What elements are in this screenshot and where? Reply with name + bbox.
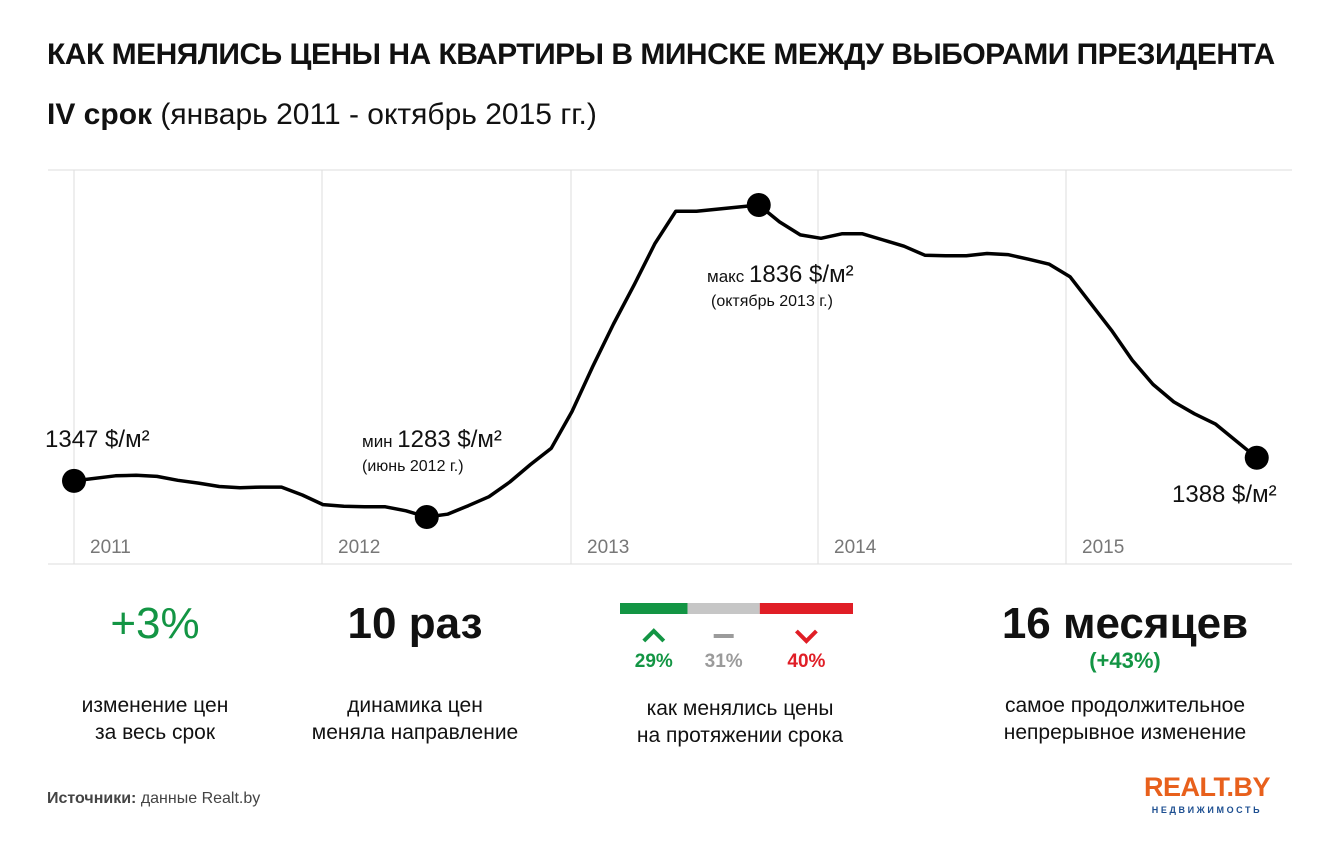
arrow-down-icon	[794, 629, 818, 644]
stat-longest-change-label: самое продолжительное непрерывное измене…	[970, 692, 1280, 746]
annotation-note: (июнь 2012 г.)	[362, 458, 464, 475]
subtitle-period: (январь 2011 - октябрь 2015 гг.)	[160, 98, 597, 131]
direction-breakdown-graphic: 29% 31% 40%	[620, 603, 853, 672]
stat-total-change-line1: изменение цен	[81, 694, 229, 717]
stat-longest-change-value: 16 месяцев	[1001, 599, 1249, 648]
stat-longest-change-percent: (+43%)	[1089, 648, 1161, 673]
x-tick-label: 2013	[587, 537, 629, 558]
source-label: Источники:	[47, 790, 137, 807]
point-annotation: 1347 $/м²	[45, 426, 150, 453]
stat-direction-label: как менялись цены на протяжении срока	[600, 695, 880, 749]
stat-longest-change: 16 месяцев (+43%) самое продолжительное …	[970, 600, 1280, 746]
annotation-prefix: мин	[362, 432, 397, 451]
price-series-line	[72, 203, 1259, 519]
subtitle-term: IV срок	[47, 98, 153, 131]
x-tick-label: 2011	[90, 537, 131, 558]
annotation-value: 1836 $/м²	[749, 261, 854, 288]
stat-reversals-line2: меняла направление	[311, 721, 519, 744]
stat-reversals: 10 раз динамика цен меняла направление	[280, 600, 550, 746]
key-point-marker	[414, 505, 439, 529]
key-point-marker	[1244, 445, 1269, 470]
breakdown-bar-up	[620, 603, 688, 614]
stat-longest-change-line2: непрерывное изменение	[1003, 721, 1247, 744]
page-subtitle: IV срок (январь 2011 - октябрь 2015 гг.)	[47, 98, 597, 132]
breakdown-up-label: 29%	[635, 651, 673, 672]
stat-direction-breakdown: 29% 31% 40% как менялись цены на протяже…	[600, 600, 880, 749]
breakdown-bar-down	[759, 603, 853, 614]
point-annotation: мин 1283 $/м²	[362, 426, 502, 453]
x-tick-label: 2012	[338, 537, 380, 558]
source-text: данные Realt.by	[140, 790, 261, 807]
annotation-value: 1388 $/м²	[1172, 481, 1277, 508]
stat-reversals-value: 10 раз	[347, 599, 483, 648]
breakdown-bar-flat	[687, 603, 760, 614]
key-point-marker	[62, 468, 86, 493]
stat-total-change-label: изменение цен за весь срок	[40, 692, 270, 746]
stat-reversals-label: динамика цен меняла направление	[280, 692, 550, 746]
logo-sub-text: НЕДВИЖИМОСТЬ	[1151, 805, 1263, 815]
point-annotation: 1388 $/м²	[1172, 481, 1277, 508]
annotation-prefix: макс	[707, 267, 749, 286]
stat-total-change-value: +3%	[110, 599, 200, 648]
annotation-value: 1283 $/м²	[397, 426, 502, 453]
logo-main-text: REALT.BY	[1143, 772, 1271, 802]
arrow-up-icon	[642, 628, 666, 643]
realt-logo: REALT.BY НЕДВИЖИМОСТЬ	[1143, 772, 1271, 815]
x-tick-label: 2015	[1082, 537, 1124, 558]
x-tick-label: 2014	[834, 537, 877, 558]
stat-reversals-line1: динамика цен	[347, 694, 483, 717]
annotation-note: (октябрь 2013 г.)	[711, 293, 833, 310]
stat-direction-line2: на протяжении срока	[636, 724, 844, 747]
breakdown-down-label: 40%	[787, 651, 825, 672]
stat-direction-line1: как менялись цены	[646, 697, 834, 720]
breakdown-flat-label: 31%	[705, 651, 743, 672]
key-point-marker	[746, 193, 771, 217]
point-annotation: макс 1836 $/м²	[707, 261, 854, 288]
stat-longest-change-line1: самое продолжительное	[1004, 694, 1246, 717]
stat-total-change-line2: за весь срок	[94, 721, 216, 744]
price-line-chart: 2011 2012 2013 2014 2015 1347 $/м² мин 1283 $/…	[45, 169, 1292, 565]
stat-total-change: +3% изменение цен за весь срок	[40, 600, 270, 746]
source-note: Источники: данные Realt.by	[47, 790, 260, 808]
page-title: КАК МЕНЯЛИСЬ ЦЕНЫ НА КВАРТИРЫ В МИНСКЕ М…	[47, 38, 1275, 71]
annotation-value: 1347 $/м²	[45, 426, 150, 453]
